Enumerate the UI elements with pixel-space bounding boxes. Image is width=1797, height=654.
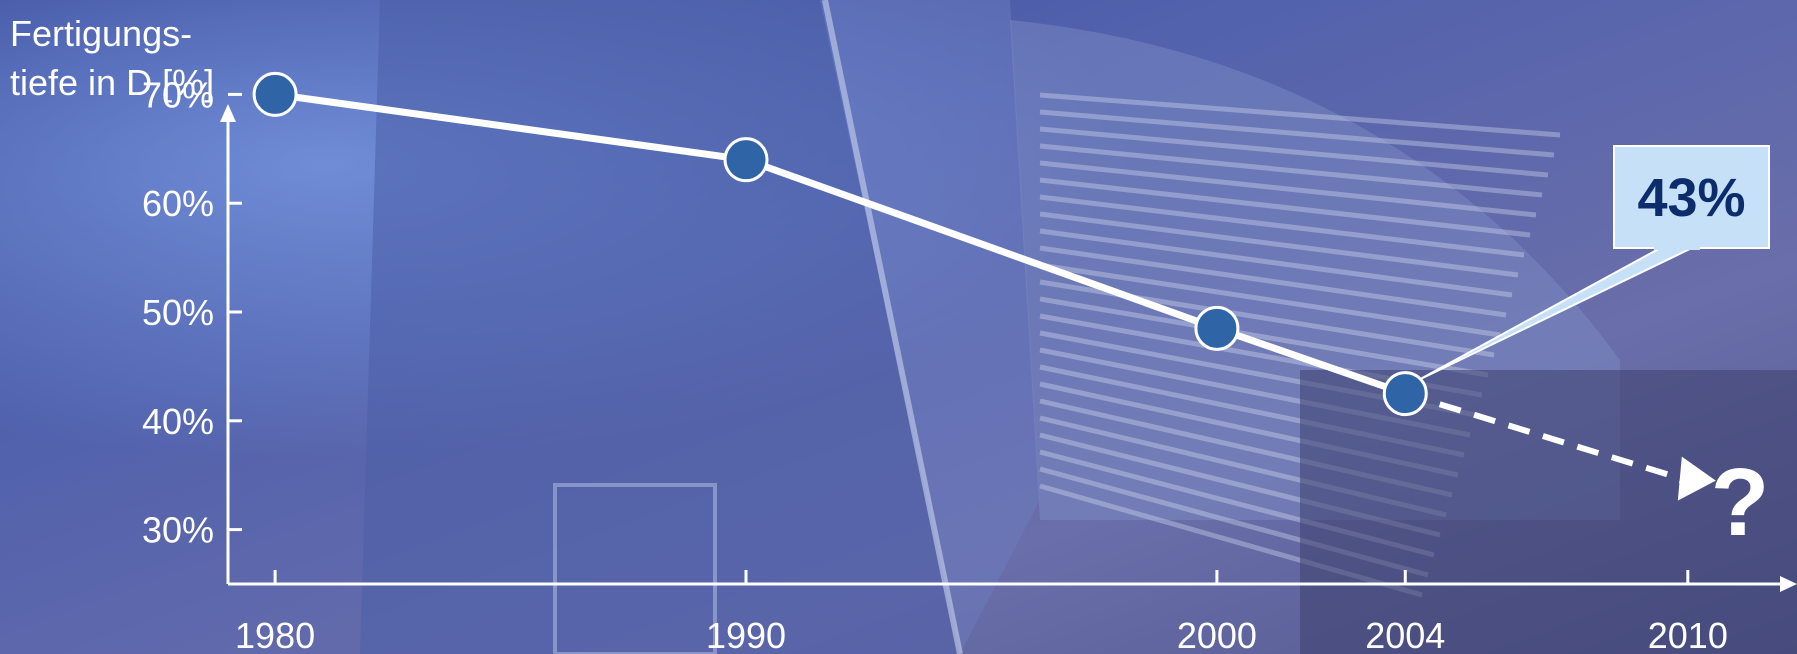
y-ticks: 30% 40% 50% 60% 70% xyxy=(142,74,242,551)
axes xyxy=(220,104,1797,592)
callout-layer: 43% xyxy=(1418,145,1770,381)
data-point xyxy=(252,71,298,117)
facade-slat xyxy=(1039,160,1537,218)
data-point xyxy=(1194,305,1240,351)
facade-slat xyxy=(1039,92,1561,138)
y-tick-label: 50% xyxy=(142,292,214,333)
y-tick-label: 60% xyxy=(142,183,214,224)
x-ticks: 1980 1990 2000 2004 2010 xyxy=(235,570,1728,654)
facade-slat xyxy=(1039,245,1507,318)
y-axis-title-line1: Fertigungs- xyxy=(10,13,192,54)
y-axis-arrow xyxy=(220,104,236,122)
facade-slat xyxy=(1039,296,1489,378)
y-axis-title-line2: tiefe in D [%] xyxy=(10,62,214,103)
y-tick-label: 70% xyxy=(142,74,214,115)
x-tick-label: 2010 xyxy=(1648,615,1728,654)
trend-arrow-head xyxy=(1677,456,1716,501)
series-line xyxy=(274,90,1407,397)
facade-slat xyxy=(1039,143,1543,198)
x-tick-label: 2004 xyxy=(1365,615,1445,654)
x-tick-label: 1990 xyxy=(706,615,786,654)
x-tick-label: 1980 xyxy=(235,615,315,654)
trend-dashed-arrow xyxy=(1404,390,1690,484)
facade-slat xyxy=(1039,126,1549,178)
facade-slat xyxy=(1039,109,1555,158)
facade-slat xyxy=(1039,262,1501,338)
series-layer xyxy=(252,71,1428,417)
callout-label: 43% xyxy=(1637,168,1745,228)
data-point xyxy=(723,137,769,183)
callout-joint xyxy=(1654,244,1700,250)
data-point xyxy=(1382,371,1428,417)
facade-slat xyxy=(1039,228,1513,298)
callout-box xyxy=(1613,145,1770,249)
x-axis-arrow xyxy=(1780,576,1797,592)
y-tick-label: 40% xyxy=(142,401,214,442)
facade-slat xyxy=(1039,211,1519,278)
facade-slat xyxy=(1039,177,1531,238)
trend-layer xyxy=(1404,390,1716,501)
unknown-value-marker: ? xyxy=(1711,449,1770,556)
x-tick-label: 2000 xyxy=(1177,615,1257,654)
facade-slat xyxy=(1039,194,1525,258)
y-tick-label: 30% xyxy=(142,510,214,551)
